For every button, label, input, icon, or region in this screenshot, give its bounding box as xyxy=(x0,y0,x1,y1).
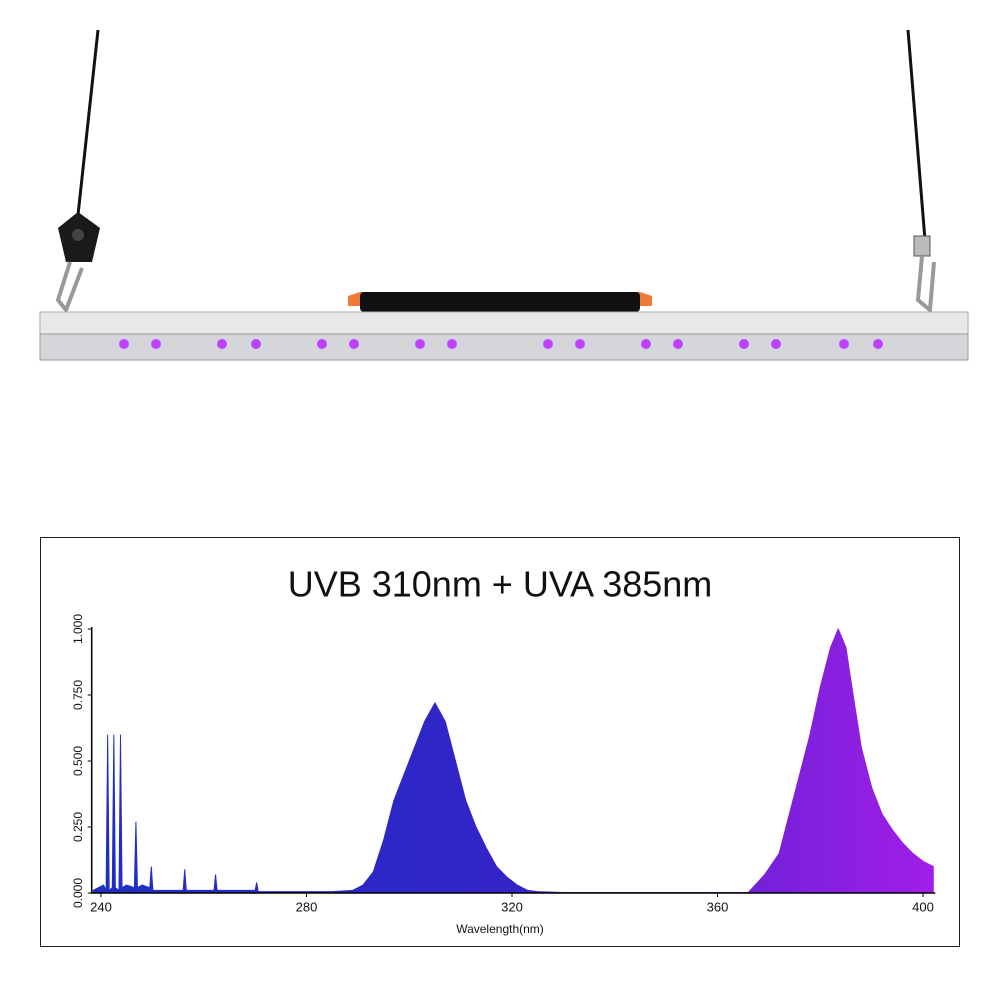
x-tick-label: 400 xyxy=(912,899,934,914)
product-photo xyxy=(39,29,969,361)
x-tick-label: 240 xyxy=(90,899,112,914)
hook xyxy=(55,261,84,314)
x-tick-label: 320 xyxy=(501,899,523,914)
plot: 0.000 0.250 0.500 0.750 1.000 240 280 320 360 400 xyxy=(71,614,936,914)
driver-box xyxy=(360,292,640,312)
x-tick-label: 360 xyxy=(707,899,729,914)
y-tick-label: 0.250 xyxy=(71,812,85,842)
spectrum-area xyxy=(92,627,934,894)
led-row xyxy=(119,339,883,349)
y-tick-label: 0.750 xyxy=(71,680,85,710)
x-tick-label: 280 xyxy=(296,899,318,914)
y-tick-label: 0.500 xyxy=(71,746,85,776)
clamp xyxy=(913,235,931,257)
chart-title: UVB 310nm + UVA 385nm xyxy=(288,564,713,605)
y-tick-label: 1.000 xyxy=(71,614,85,644)
chart-frame xyxy=(40,537,960,947)
hanging-cable xyxy=(906,29,927,241)
x-axis-label: Wavelength(nm) xyxy=(456,922,544,936)
light-bar-top xyxy=(39,311,969,335)
ratchet-knob xyxy=(72,229,84,241)
y-tick-label: 0.000 xyxy=(71,878,85,908)
hook xyxy=(915,255,936,314)
hanging-cable xyxy=(76,29,100,216)
light-bar-face xyxy=(39,333,969,361)
